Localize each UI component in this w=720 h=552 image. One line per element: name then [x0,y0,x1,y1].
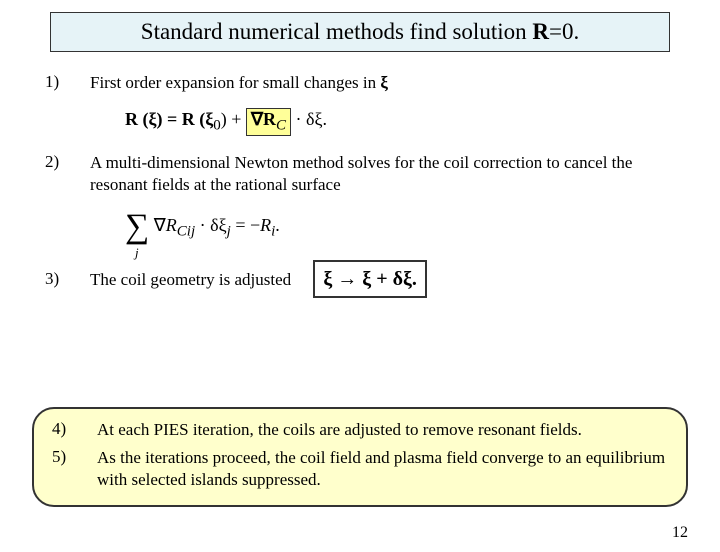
item-5: 5) As the iterations proceed, the coil f… [52,447,668,491]
content-list: 1) First order expansion for small chang… [45,72,675,298]
item-5-number: 5) [52,447,97,467]
equation-2: ∑j ∇RCij · δξj = −Ri. [125,210,675,244]
item-2: 2) A multi-dimensional Newton method sol… [45,152,675,196]
item-1-text: First order expansion for small changes … [90,72,675,94]
item-1-number: 1) [45,72,90,92]
equation-3-box: ξ → ξ + δξ. [313,260,427,298]
item-5-text: As the iterations proceed, the coil fiel… [97,447,668,491]
item-4-number: 4) [52,419,97,439]
item-2-number: 2) [45,152,90,172]
equation-1: R (ξ) = R (ξ0) + ∇RC · δξ. [125,108,675,136]
item-2-text: A multi-dimensional Newton method solves… [90,152,675,196]
item-3-text: The coil geometry is adjusted ξ → ξ + δξ… [90,260,675,298]
title-text-post: =0. [549,19,579,44]
equation-1-highlight: ∇RC [246,108,291,136]
item-3-number: 3) [45,269,90,289]
item-3: 3) The coil geometry is adjusted ξ → ξ +… [45,260,675,298]
item-1: 1) First order expansion for small chang… [45,72,675,94]
summation-symbol: ∑j [125,210,149,244]
page-number: 12 [672,524,688,542]
title-R: R [532,19,549,44]
item-4: 4) At each PIES iteration, the coils are… [52,419,668,441]
title-text-pre: Standard numerical methods find solution [141,19,533,44]
summary-callout: 4) At each PIES iteration, the coils are… [32,407,688,507]
item-4-text: At each PIES iteration, the coils are ad… [97,419,668,441]
slide-title: Standard numerical methods find solution… [50,12,670,52]
